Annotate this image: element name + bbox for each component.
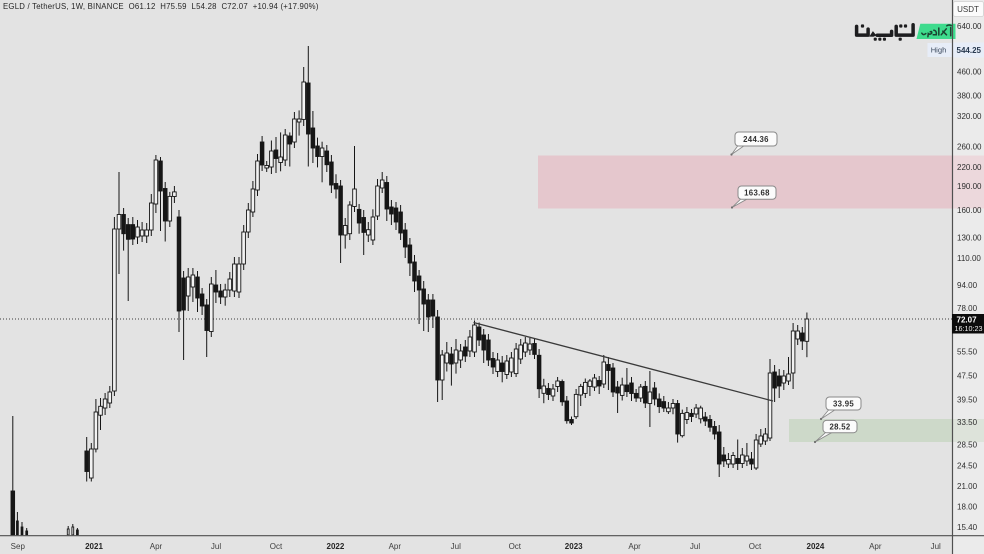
svg-text:USDT: USDT xyxy=(957,5,979,14)
svg-text:160.00: 160.00 xyxy=(957,206,982,215)
svg-text:130.00: 130.00 xyxy=(957,233,982,242)
svg-text:55.50: 55.50 xyxy=(957,348,978,357)
svg-text:Jul: Jul xyxy=(451,542,461,551)
svg-text:2022: 2022 xyxy=(327,542,345,551)
svg-text:78.00: 78.00 xyxy=(957,304,978,313)
svg-text:244.36: 244.36 xyxy=(743,135,769,144)
svg-text:High: High xyxy=(931,46,947,55)
svg-text:16:10:23: 16:10:23 xyxy=(955,324,983,333)
svg-text:EGLD / TetherUS, 1W, BINANCE: EGLD / TetherUS, 1W, BINANCE O61.12 H75.… xyxy=(3,2,319,11)
svg-text:21.00: 21.00 xyxy=(957,482,978,491)
svg-text:2024: 2024 xyxy=(807,542,825,551)
svg-text:Oct: Oct xyxy=(509,542,522,551)
svg-text:220.00: 220.00 xyxy=(957,163,982,172)
svg-text:460.00: 460.00 xyxy=(957,67,982,76)
svg-text:72.07: 72.07 xyxy=(957,315,978,324)
svg-text:15.40: 15.40 xyxy=(957,523,978,532)
svg-text:260.00: 260.00 xyxy=(957,142,982,151)
svg-text:2021: 2021 xyxy=(85,542,103,551)
svg-text:Apr: Apr xyxy=(628,542,641,551)
svg-text:47.50: 47.50 xyxy=(957,371,978,380)
svg-text:94.00: 94.00 xyxy=(957,281,978,290)
svg-text:18.00: 18.00 xyxy=(957,502,978,511)
svg-text:33.50: 33.50 xyxy=(957,418,978,427)
svg-text:Oct: Oct xyxy=(270,542,283,551)
svg-text:Sep: Sep xyxy=(11,542,26,551)
svg-text:380.00: 380.00 xyxy=(957,91,982,100)
svg-text:24.50: 24.50 xyxy=(957,461,978,470)
svg-text:Apr: Apr xyxy=(150,542,163,551)
svg-text:2023: 2023 xyxy=(565,542,583,551)
svg-text:640.00: 640.00 xyxy=(957,22,982,31)
svg-text:110.00: 110.00 xyxy=(957,254,981,263)
svg-text:Jul: Jul xyxy=(690,542,700,551)
svg-text:163.68: 163.68 xyxy=(744,189,770,198)
svg-text:544.25: 544.25 xyxy=(957,46,982,55)
svg-text:320.00: 320.00 xyxy=(957,112,982,121)
svg-text:Oct: Oct xyxy=(749,542,762,551)
svg-text:Apr: Apr xyxy=(389,542,402,551)
svg-text:39.50: 39.50 xyxy=(957,396,978,405)
svg-text:33.95: 33.95 xyxy=(833,399,854,408)
svg-text:Apr: Apr xyxy=(869,542,882,551)
svg-text:28.52: 28.52 xyxy=(829,422,850,431)
svg-text:190.00: 190.00 xyxy=(957,182,982,191)
svg-text:28.50: 28.50 xyxy=(957,441,978,450)
svg-text:Jul: Jul xyxy=(931,542,941,551)
svg-text:Jul: Jul xyxy=(211,542,221,551)
